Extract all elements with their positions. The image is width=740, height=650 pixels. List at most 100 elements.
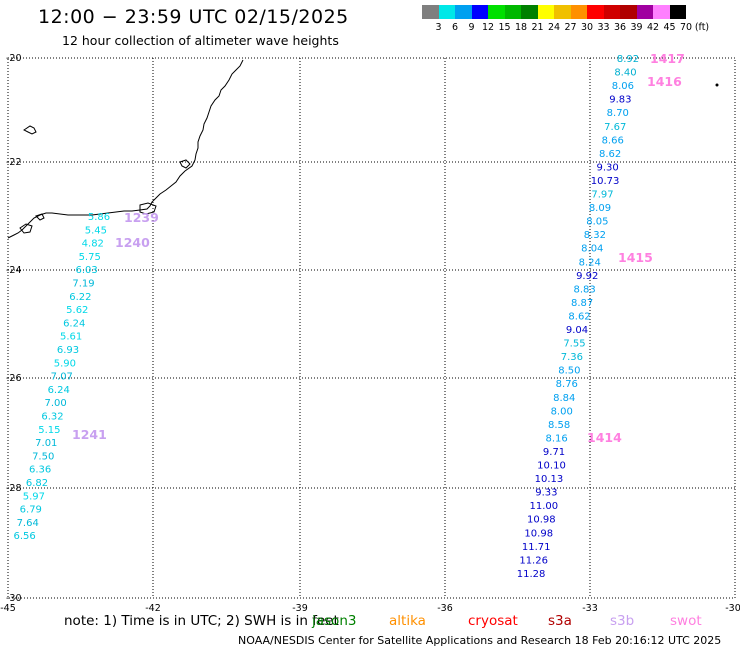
pass-label: 1240	[115, 235, 150, 250]
swh-value: 8.09	[589, 203, 611, 214]
scale-swatch	[521, 5, 538, 19]
scale-swatch	[636, 5, 653, 19]
swh-value: 8.62	[599, 149, 621, 160]
swh-value: 8.50	[558, 366, 580, 377]
swh-value: 8.70	[607, 108, 629, 119]
scale-label: 27	[564, 22, 577, 33]
swh-value: 8.87	[571, 298, 593, 309]
swh-value: 5.62	[66, 305, 88, 316]
scale-label: 21	[531, 22, 544, 33]
swh-value: 6.24	[48, 385, 70, 396]
swh-value: 7.00	[44, 398, 66, 409]
pass-label: 1239	[124, 210, 159, 225]
y-tick-label: -26	[6, 373, 22, 384]
swh-value: 6.03	[75, 265, 97, 276]
scale-label: 45	[663, 22, 676, 33]
scale-label: 24	[547, 22, 561, 33]
scale-label: 42	[646, 22, 660, 33]
swh-value: 11.71	[522, 542, 551, 553]
swh-value: 8.92	[617, 54, 639, 65]
swh-value: 8.62	[568, 311, 590, 322]
swh-value: 4.82	[82, 239, 104, 250]
x-tick-label: -42	[145, 603, 161, 614]
swh-value: 7.36	[561, 352, 583, 363]
scale-label: 3	[435, 22, 442, 33]
swh-value: 5.45	[85, 225, 107, 236]
scale-swatch	[488, 5, 505, 19]
scale-label: 33	[597, 22, 610, 33]
scale-label: 12	[481, 22, 495, 33]
swh-value: 9.30	[596, 162, 618, 173]
scale-label: 6	[451, 22, 459, 33]
swh-value: 7.67	[604, 122, 626, 133]
swh-value: 9.04	[566, 325, 588, 336]
brazil-coastline	[7, 59, 244, 239]
swh-value: 6.56	[13, 531, 35, 542]
x-tick-label: -39	[292, 603, 308, 614]
swh-value: 5.97	[23, 491, 45, 502]
map-title: 12:00 − 23:59 UTC 02/15/2025	[38, 6, 349, 28]
swh-value: 8.06	[612, 81, 634, 92]
scale-swatch	[620, 5, 637, 19]
scale-unit: (ft)	[694, 22, 710, 33]
pass-label: 1416	[647, 74, 682, 89]
swh-value: 5.90	[54, 358, 76, 369]
swh-value: 8.83	[574, 284, 596, 295]
swh-value: 7.55	[563, 339, 585, 350]
altimeter-tracks: 8.92 8.40 8.06 9.83 8.70 7.67 8.66 8.62 9.30 10.7…	[13, 54, 639, 580]
swh-value: 10.10	[537, 461, 566, 472]
swh-value: 6.93	[57, 345, 79, 356]
x-tick-label: -30	[725, 603, 740, 614]
scale-label: 30	[580, 22, 594, 33]
scale-swatch	[504, 5, 521, 19]
pass-label: 1417	[650, 51, 685, 66]
scale-swatch	[554, 5, 571, 19]
swh-value: 5.75	[79, 252, 101, 263]
scale-swatch	[653, 5, 670, 19]
scale-swatch	[587, 5, 604, 19]
graticule	[8, 58, 735, 598]
scale-label: 39	[630, 22, 643, 33]
swh-value: 8.16	[545, 433, 567, 444]
scale-swatch	[537, 5, 554, 19]
swh-value: 8.58	[548, 420, 570, 431]
swh-value: 10.98	[524, 528, 553, 539]
swh-value: 8.76	[556, 379, 578, 390]
y-tick-label: -20	[6, 53, 22, 64]
x-tick-label: -36	[437, 603, 453, 614]
swh-value: 10.73	[591, 176, 620, 187]
swh-value: 6.79	[20, 505, 42, 516]
station-dot	[715, 83, 719, 87]
swh-value: 9.83	[609, 95, 631, 106]
y-tick-label: -28	[6, 483, 22, 494]
plot-border	[7, 57, 736, 599]
scale-swatch	[422, 5, 439, 19]
y-tick-label: -24	[6, 265, 22, 276]
map-frame	[7, 57, 736, 599]
pass-label: 1241	[72, 427, 107, 442]
swh-value: 10.98	[527, 515, 556, 526]
scale-label: 70	[679, 22, 693, 33]
scale-swatch	[455, 5, 472, 19]
swh-value: 11.00	[530, 501, 559, 512]
map-subtitle: 12 hour collection of altimeter wave hei…	[62, 33, 339, 48]
swh-value: 7.01	[35, 438, 57, 449]
swh-value: 8.32	[584, 230, 606, 241]
swh-value: 6.36	[29, 465, 51, 476]
swh-value: 11.26	[519, 555, 548, 566]
y-tick-label: -30	[6, 593, 22, 604]
scale-label: 18	[514, 22, 528, 33]
swh-value: 8.24	[579, 257, 601, 268]
swh-value: 8.00	[551, 406, 573, 417]
scale-label: 9	[468, 22, 475, 33]
y-tick-label: -22	[6, 157, 22, 168]
x-tick-label: -33	[582, 603, 598, 614]
scale-swatch	[471, 5, 488, 19]
coastline-islands	[19, 125, 191, 234]
swh-value: 10.13	[535, 474, 564, 485]
scale-swatch	[438, 5, 455, 19]
swh-value: 5.15	[38, 425, 60, 436]
pass-label: 1415	[618, 250, 653, 265]
